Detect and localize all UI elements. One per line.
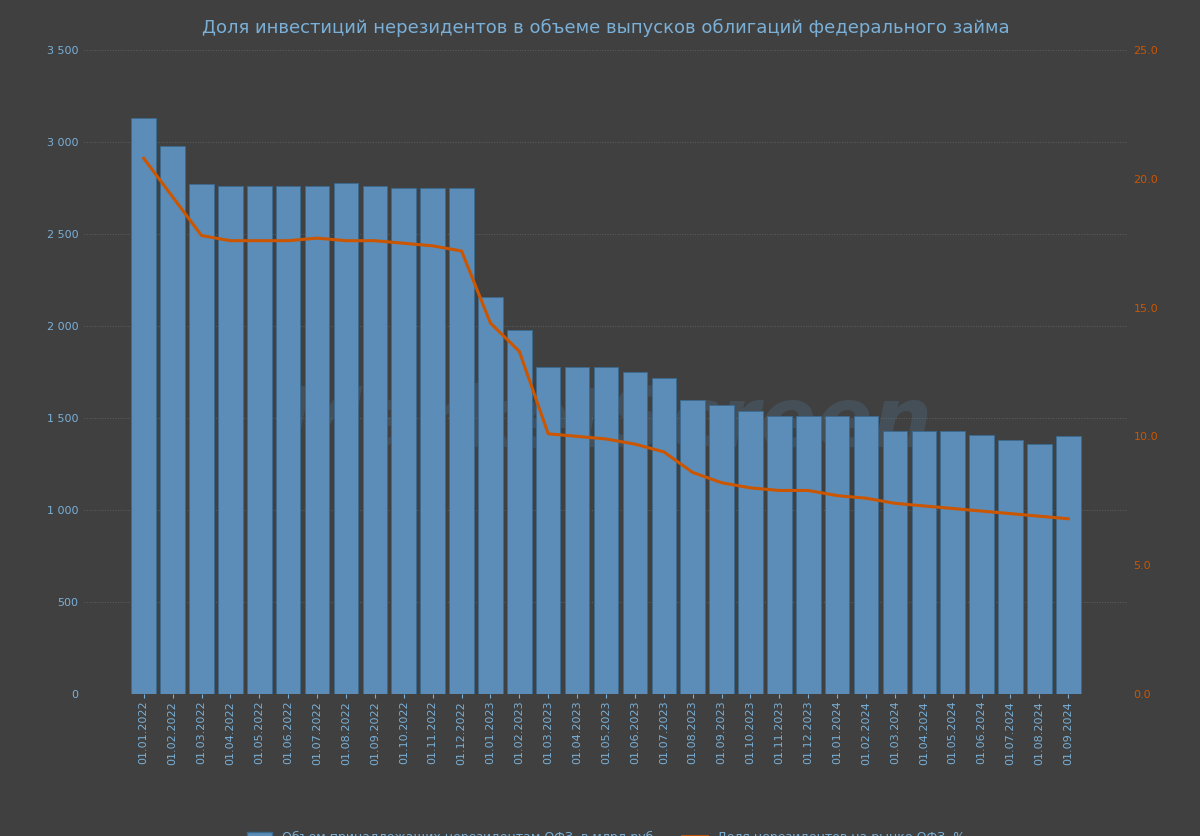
- Bar: [709, 405, 734, 694]
- Bar: [161, 145, 185, 694]
- Bar: [536, 366, 560, 694]
- Bar: [738, 410, 763, 694]
- Bar: [276, 186, 300, 694]
- Bar: [449, 188, 474, 694]
- Title: Доля инвестиций нерезидентов в объеме выпусков облигаций федерального займа: Доля инвестиций нерезидентов в объеме вы…: [202, 19, 1010, 38]
- Bar: [853, 416, 878, 694]
- Bar: [680, 400, 704, 694]
- Bar: [998, 440, 1022, 694]
- Bar: [565, 366, 589, 694]
- Bar: [594, 366, 618, 694]
- Bar: [767, 416, 792, 694]
- Bar: [391, 188, 416, 694]
- Bar: [420, 188, 445, 694]
- Bar: [796, 416, 821, 694]
- Bar: [912, 431, 936, 694]
- Bar: [883, 431, 907, 694]
- Bar: [478, 297, 503, 694]
- Bar: [247, 186, 271, 694]
- Bar: [652, 378, 676, 694]
- Bar: [218, 186, 242, 694]
- Bar: [1027, 444, 1051, 694]
- Bar: [623, 372, 647, 694]
- Bar: [190, 185, 214, 694]
- Bar: [362, 186, 388, 694]
- Text: MarketScreen: MarketScreen: [280, 383, 932, 464]
- Bar: [970, 435, 994, 694]
- Bar: [941, 431, 965, 694]
- Bar: [305, 186, 329, 694]
- Bar: [334, 182, 359, 694]
- Bar: [508, 329, 532, 694]
- Bar: [1056, 436, 1080, 694]
- Bar: [824, 416, 850, 694]
- Bar: [132, 118, 156, 694]
- Legend: Объем принадлежащих нерезидентам ОФЗ, в млрд руб., Доля нерезидентов на рынке ОФ: Объем принадлежащих нерезидентам ОФЗ, в …: [241, 825, 971, 836]
